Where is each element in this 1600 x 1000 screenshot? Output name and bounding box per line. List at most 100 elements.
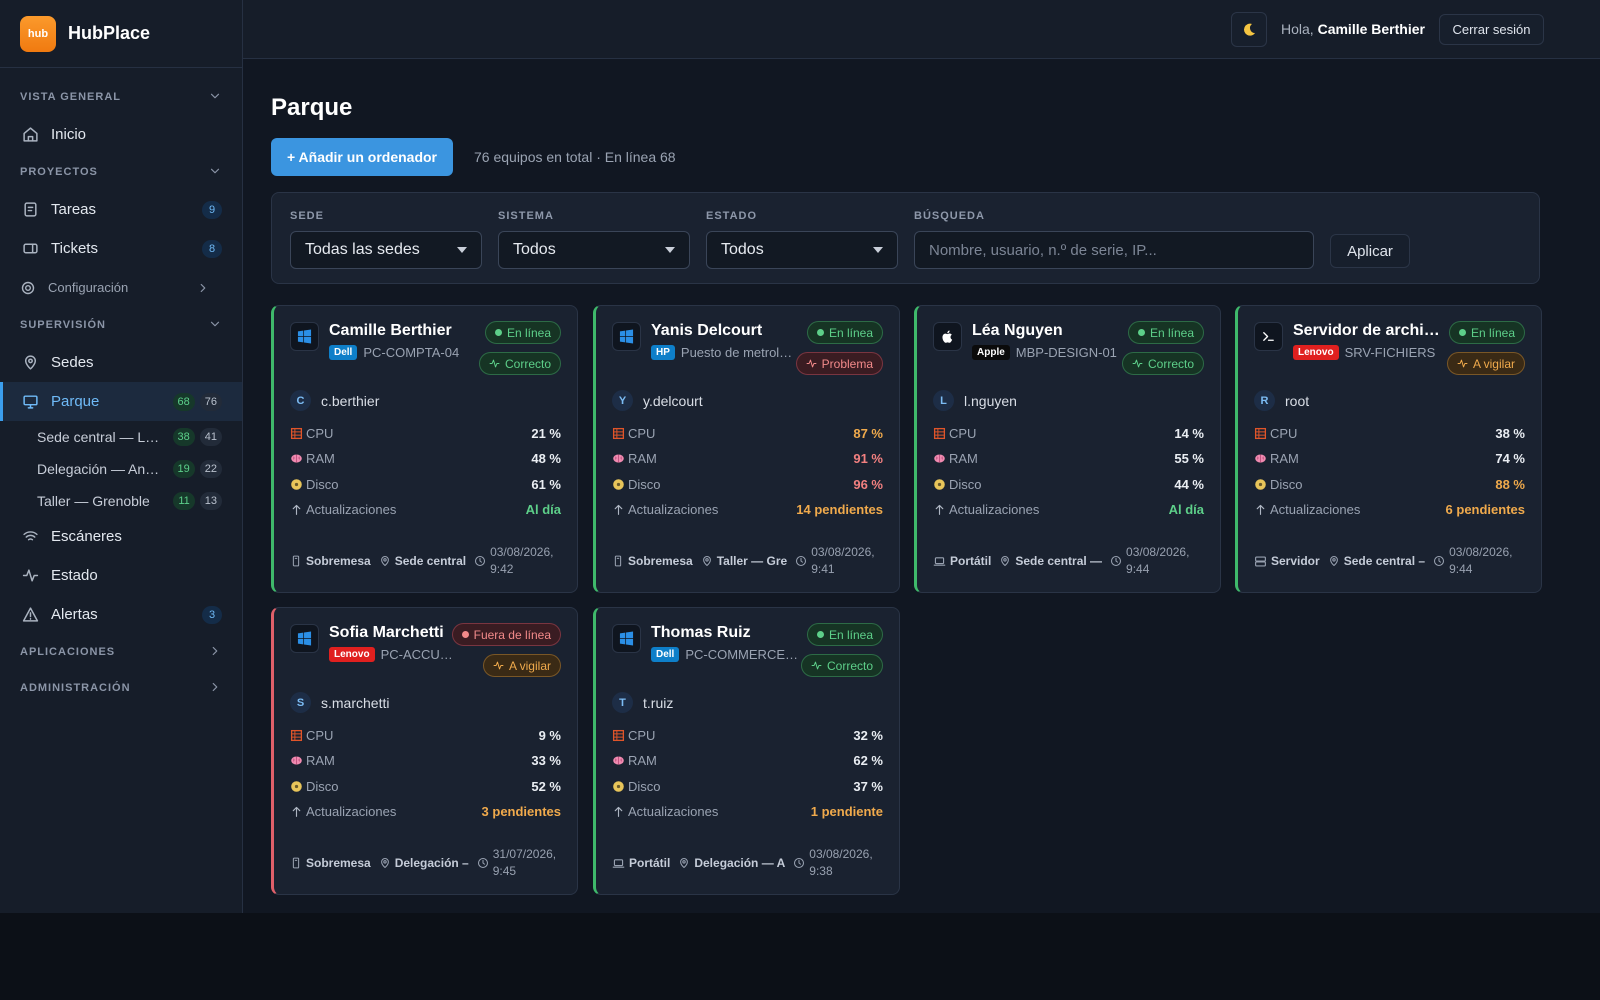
icon-part bbox=[24, 202, 37, 217]
page-title: Parque bbox=[271, 94, 353, 121]
icon-part bbox=[200, 283, 206, 292]
icon-part bbox=[457, 247, 467, 253]
nav-subitem[interactable]: Taller — Grenoble 11 13 bbox=[0, 485, 242, 517]
date: 03/08/2026, 9:44 bbox=[1126, 545, 1190, 576]
device-card[interactable]: Thomas Ruiz Dell PC-COMMERCE… En línea Corre… bbox=[593, 607, 900, 895]
username: l.nguyen bbox=[964, 392, 1017, 409]
chevron bbox=[208, 164, 222, 181]
nav-item[interactable]: Tareas 9 bbox=[0, 190, 242, 229]
theme-toggle[interactable] bbox=[1231, 12, 1267, 47]
device-name: Thomas Ruiz bbox=[651, 624, 751, 641]
location: Taller — Gre bbox=[716, 554, 788, 568]
nav-item[interactable]: Tickets 8 bbox=[0, 229, 242, 268]
device-card[interactable]: Yanis Delcourt HP Puesto de metrol… En líne… bbox=[593, 305, 900, 593]
filter-label: SEDE bbox=[290, 210, 324, 222]
metric-icon bbox=[290, 754, 306, 767]
icon-part bbox=[482, 859, 485, 865]
section-header[interactable]: VISTA GENERAL bbox=[0, 79, 242, 115]
nav-item[interactable]: Alertas 3 bbox=[0, 595, 242, 634]
filter-select[interactable]: Todos bbox=[498, 231, 690, 269]
icon-part bbox=[1331, 558, 1336, 562]
status-dot bbox=[494, 329, 502, 336]
icon-part bbox=[619, 631, 634, 646]
icon-part bbox=[23, 127, 38, 142]
icon-part bbox=[704, 558, 709, 562]
metric-row: RAM 91 % bbox=[612, 449, 883, 469]
status-pill: En línea bbox=[484, 321, 561, 344]
icon-part bbox=[934, 478, 945, 490]
icon-part bbox=[22, 607, 39, 622]
icon-part bbox=[210, 321, 220, 326]
device-card[interactable]: Servidor de archi… Lenovo SRV-FICHIERS En l… bbox=[1235, 305, 1542, 593]
metric-value: 48 % bbox=[531, 451, 561, 466]
icon-part bbox=[292, 756, 301, 765]
section-header[interactable]: APLICACIONES bbox=[0, 634, 242, 670]
nav-item[interactable]: Parque 68 76 bbox=[0, 382, 242, 421]
icon-part bbox=[702, 556, 711, 567]
icon-part bbox=[1263, 332, 1274, 341]
icon-part bbox=[1132, 359, 1143, 368]
logout-button[interactable]: Cerrar sesión bbox=[1439, 14, 1544, 45]
location: Sede central — bbox=[1015, 554, 1103, 568]
icon-part bbox=[935, 504, 944, 515]
nav-item[interactable]: Configuración bbox=[0, 268, 242, 307]
section-header[interactable]: PROYECTOS bbox=[0, 154, 242, 190]
nav-item[interactable]: Estado bbox=[0, 556, 242, 595]
metric-label: Disco bbox=[306, 476, 339, 492]
icon-part bbox=[1329, 556, 1338, 567]
nav-item[interactable]: Escáneres bbox=[0, 517, 242, 556]
metric-label: RAM bbox=[306, 753, 335, 768]
metric-row: Actualizaciones 1 pendiente bbox=[612, 802, 883, 822]
device-card[interactable]: Camille Berthier Dell PC-COMPTA-04 En línea… bbox=[271, 305, 578, 593]
icon-part bbox=[1255, 428, 1266, 438]
metric-icon bbox=[290, 452, 306, 465]
icon-part bbox=[612, 427, 625, 439]
icon-part bbox=[380, 858, 389, 869]
metric-row: Disco 52 % bbox=[290, 776, 561, 796]
icon-part bbox=[935, 454, 944, 463]
section-header[interactable]: SUPERVISIÓN bbox=[0, 307, 242, 343]
icon-part bbox=[1244, 23, 1255, 36]
device-name: Léa Nguyen bbox=[972, 322, 1063, 339]
badge: 38 bbox=[172, 428, 195, 446]
device-card[interactable]: Sofia Marchetti Lenovo PC-ACCU… Fuera de lí… bbox=[271, 607, 578, 895]
icon-part bbox=[613, 780, 624, 792]
metric-label: RAM bbox=[628, 451, 657, 466]
metric-row: RAM 48 % bbox=[290, 449, 561, 469]
status-text: En línea bbox=[1470, 325, 1515, 340]
metric-icon bbox=[612, 452, 628, 465]
status-dot bbox=[1137, 329, 1145, 336]
icon-part bbox=[614, 806, 623, 817]
metric-icon bbox=[933, 503, 949, 516]
location: Sede central bbox=[394, 554, 467, 568]
section-header[interactable]: ADMINISTRACIÓN bbox=[0, 670, 242, 706]
icon-part bbox=[794, 857, 805, 869]
nav-item[interactable]: Sedes bbox=[0, 343, 242, 382]
apply-button[interactable]: Aplicar bbox=[1330, 234, 1410, 268]
metric-value: 9 % bbox=[538, 727, 561, 743]
icon-part bbox=[23, 395, 38, 406]
model: PC-COMPTA-04 bbox=[363, 345, 460, 360]
caret bbox=[873, 247, 883, 253]
search-input[interactable]: Nombre, usuario, n.º de serie, IP... bbox=[914, 231, 1314, 269]
header: Hola, Camille Berthier Cerrar sesión bbox=[243, 0, 1600, 59]
add-button[interactable]: + Añadir un ordenador bbox=[271, 138, 453, 176]
health-icon bbox=[806, 358, 817, 369]
icon-part bbox=[292, 504, 301, 515]
metric-value: 14 pendientes bbox=[796, 502, 883, 517]
badge: 13 bbox=[199, 492, 222, 510]
nav-subitem[interactable]: Sede central — L… 38 41 bbox=[0, 421, 242, 453]
device-card[interactable]: Léa Nguyen Apple MBP-DESIGN-01 En línea Corr… bbox=[914, 305, 1221, 593]
metric-value: 74 % bbox=[1495, 451, 1525, 466]
metric-value: 55 % bbox=[1174, 451, 1204, 466]
nav-icon bbox=[22, 393, 51, 410]
os-icon bbox=[290, 322, 319, 351]
icon-part bbox=[613, 428, 624, 438]
filter-select[interactable]: Todas las sedes bbox=[290, 231, 482, 269]
nav-item[interactable]: Inicio bbox=[0, 115, 242, 154]
health-icon bbox=[489, 358, 500, 369]
nav-subitem[interactable]: Delegación — An… 19 22 bbox=[0, 453, 242, 485]
type-icon bbox=[290, 555, 302, 567]
filter-select[interactable]: Todos bbox=[706, 231, 898, 269]
